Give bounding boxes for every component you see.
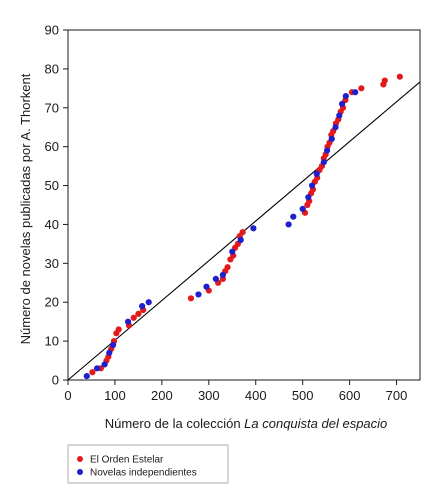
data-point: [135, 310, 142, 317]
y-tick-label: 0: [52, 373, 59, 388]
data-point: [305, 194, 312, 201]
data-point: [342, 93, 349, 100]
x-tick-label: 300: [198, 388, 220, 403]
data-point: [139, 303, 146, 310]
data-point: [101, 361, 108, 368]
legend-marker: [77, 456, 83, 462]
data-point: [250, 225, 257, 232]
data-point: [332, 124, 339, 131]
x-tick-label: 0: [64, 388, 71, 403]
data-point: [338, 100, 346, 107]
data-point: [219, 271, 226, 279]
data-point: [195, 291, 202, 298]
x-axis-title: Número de la colección La conquista del …: [105, 416, 388, 431]
x-tick-label: 600: [339, 388, 361, 403]
series-novelas-independientes: [83, 89, 359, 380]
y-tick-label: 30: [45, 256, 59, 271]
data-point: [109, 341, 117, 349]
x-tick-label: 200: [151, 388, 173, 403]
data-point: [203, 283, 210, 290]
y-tick-label: 50: [45, 178, 59, 193]
data-point: [381, 77, 388, 84]
data-point: [237, 236, 244, 244]
data-point: [124, 318, 132, 325]
y-tick-label: 90: [45, 23, 59, 38]
y-tick-label: 70: [45, 100, 59, 115]
legend-label: Novelas independientes: [90, 468, 197, 479]
data-point: [93, 365, 101, 372]
legend: El Orden Estelar Novelas independientes: [67, 444, 229, 484]
legend-label: El Orden Estelar: [90, 455, 164, 466]
y-tick-label: 10: [45, 334, 59, 349]
plot-area: 0 100 200 300 400 500 600 700 0 10 20 30 40 50 60 70 80 9…: [18, 23, 421, 431]
data-point: [83, 373, 90, 380]
data-point: [229, 248, 236, 255]
data-point: [352, 89, 359, 96]
data-point: [145, 299, 152, 306]
data-point: [212, 275, 219, 282]
y-tick-label: 60: [45, 139, 59, 154]
data-point: [224, 264, 231, 271]
data-point: [328, 135, 335, 142]
legend-marker: [77, 469, 83, 475]
y-tick-label: 40: [45, 217, 59, 232]
y-tick-label: 80: [45, 61, 59, 76]
series-orden-estelar: [89, 73, 403, 376]
data-point: [290, 213, 297, 220]
data-point: [336, 112, 343, 119]
legend-box: [67, 444, 229, 484]
data-point: [130, 314, 137, 321]
data-point: [187, 295, 195, 302]
y-tick-label: 20: [45, 295, 59, 310]
x-tick-label: 500: [292, 388, 314, 403]
x-tick-label: 700: [386, 388, 408, 403]
plot-frame: [67, 29, 421, 381]
x-tick-label: 100: [104, 388, 126, 403]
data-point: [396, 73, 403, 80]
data-point: [308, 182, 316, 189]
data-point: [285, 221, 292, 228]
data-point: [106, 349, 113, 356]
data-point: [239, 229, 246, 236]
y-axis-title: Número de novelas publicadas por A. Thor…: [18, 73, 33, 344]
x-tick-label: 400: [245, 388, 267, 403]
data-point: [89, 369, 96, 376]
data-point: [313, 170, 320, 177]
data-point: [115, 326, 122, 333]
data-point: [358, 85, 365, 92]
data-point: [323, 147, 331, 154]
data-point: [320, 159, 327, 166]
data-point: [299, 205, 306, 212]
